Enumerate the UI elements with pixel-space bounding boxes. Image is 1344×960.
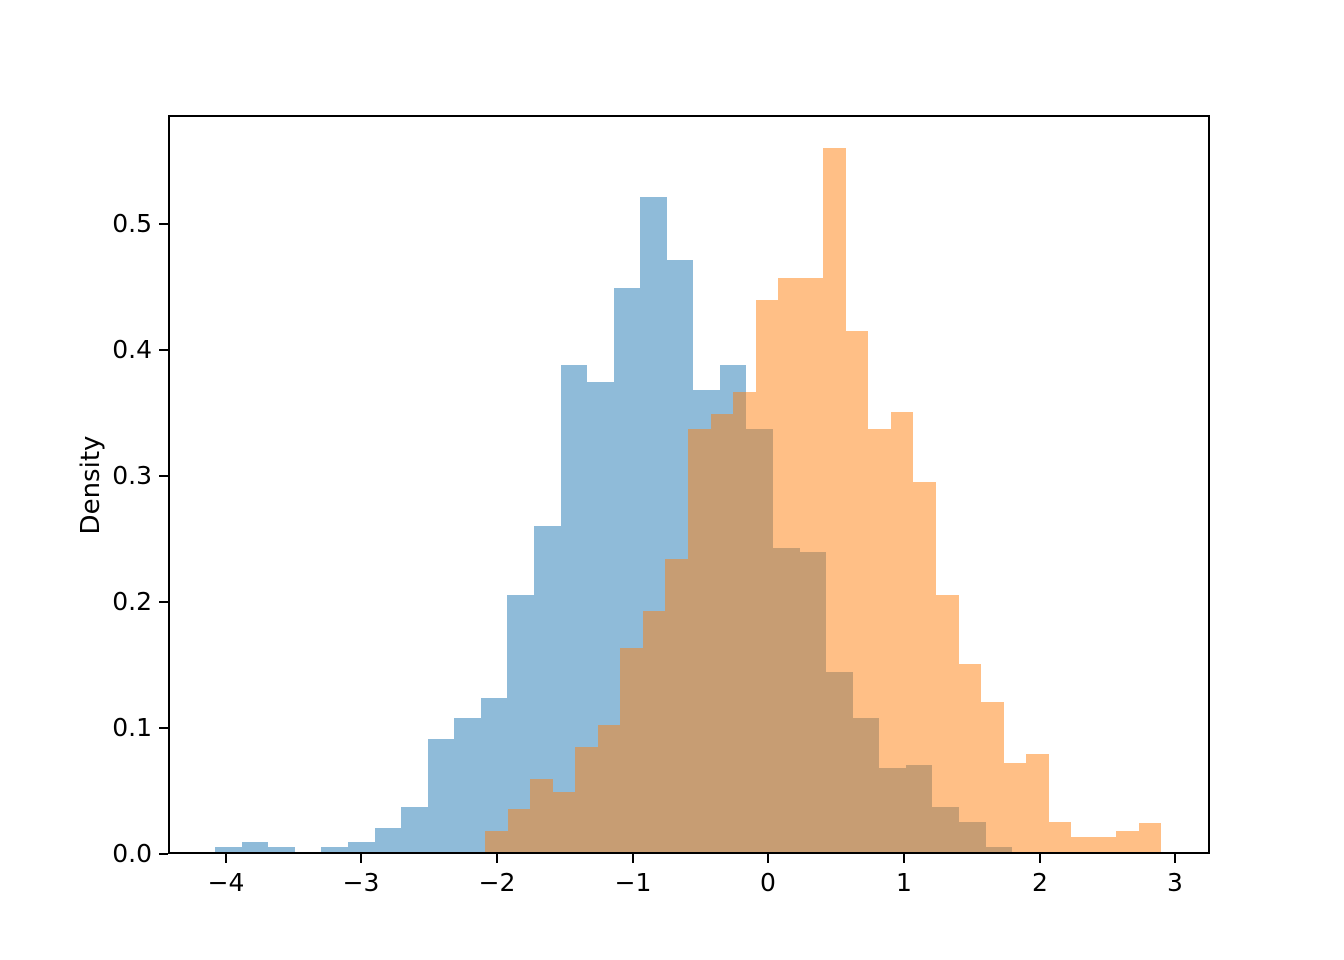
histogram-orange-bar [485, 831, 508, 852]
x-tick-mark [1039, 854, 1041, 863]
x-tick-mark [632, 854, 634, 863]
histogram-orange-bar [688, 429, 711, 852]
histogram-orange-bar [868, 429, 891, 852]
histogram-orange-bar [1026, 754, 1049, 852]
histogram-orange-bar [801, 278, 823, 852]
x-tick-label: 3 [1167, 868, 1183, 897]
x-tick-label: 2 [1032, 868, 1048, 897]
histogram-orange-bar [711, 414, 733, 852]
histogram-orange-bar [1094, 837, 1116, 852]
y-tick-label: 0.4 [112, 335, 152, 364]
histogram-orange-bar [553, 792, 575, 852]
histogram-orange-bar [508, 809, 530, 852]
y-tick-mark [159, 475, 168, 477]
histogram-orange-bar [575, 747, 598, 852]
histogram-blue-bar [268, 847, 295, 852]
histogram-orange-bar [981, 702, 1004, 852]
y-tick-mark [159, 223, 168, 225]
y-tick-label: 0.1 [112, 713, 152, 742]
histogram-blue-bar [454, 718, 481, 852]
x-tick-mark [225, 854, 227, 863]
histogram-orange-layer [170, 117, 1208, 852]
histogram-orange-bar [665, 559, 688, 852]
histogram-blue-bar [215, 847, 242, 852]
histogram-blue-bar [348, 842, 375, 852]
y-tick-mark [159, 727, 168, 729]
histogram-orange-bar [1139, 823, 1161, 852]
x-tick-label: 0 [760, 868, 776, 897]
x-tick-label: −2 [478, 868, 516, 897]
histogram-orange-bar [756, 300, 778, 852]
histogram-blue-bar [428, 739, 454, 852]
y-tick-label: 0.2 [112, 587, 152, 616]
histogram-orange-bar [823, 148, 846, 852]
x-tick-mark [1174, 854, 1176, 863]
histogram-orange-bar [620, 648, 643, 852]
histogram-orange-bar [1004, 763, 1026, 852]
x-tick-label: 1 [896, 868, 912, 897]
histogram-orange-bar [643, 611, 665, 852]
histogram-orange-bar [1071, 837, 1094, 852]
histogram-orange-bar [891, 412, 913, 852]
histogram-orange-bar [733, 392, 756, 852]
x-tick-label: −4 [207, 868, 245, 897]
x-tick-mark [903, 854, 905, 863]
histogram-blue-bar [375, 828, 401, 852]
y-tick-mark [159, 349, 168, 351]
histogram-orange-bar [598, 725, 620, 852]
histogram-orange-bar [846, 331, 868, 852]
histogram-blue-bar [321, 847, 348, 852]
histogram-orange-bar [1049, 822, 1071, 852]
histogram-orange-bar [936, 595, 959, 852]
x-tick-label: −1 [614, 868, 652, 897]
x-tick-mark [767, 854, 769, 863]
histogram-orange-bar [913, 482, 936, 852]
plot-area [168, 115, 1210, 854]
y-tick-mark [159, 601, 168, 603]
x-tick-mark [360, 854, 362, 863]
x-tick-mark [496, 854, 498, 863]
y-tick-label: 0.5 [112, 209, 152, 238]
histogram-orange-bar [1116, 831, 1139, 852]
histogram-blue-bar [481, 698, 507, 852]
histogram-blue-bar [401, 807, 428, 852]
histogram-orange-bar [530, 779, 553, 852]
y-tick-label: 0.0 [112, 839, 152, 868]
y-tick-mark [159, 853, 168, 855]
x-tick-label: −3 [342, 868, 380, 897]
histogram-orange-bar [778, 278, 801, 852]
y-tick-label: 0.3 [112, 461, 152, 490]
histogram-orange-bar [959, 664, 981, 852]
histogram-blue-bar [242, 842, 268, 852]
